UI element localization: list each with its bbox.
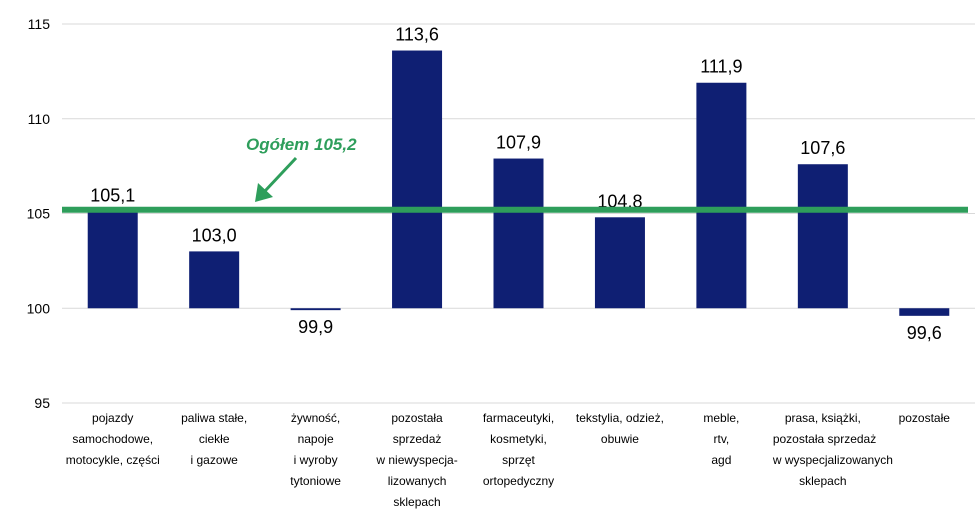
category-label: tekstylia, odzież, obuwie (570, 408, 670, 450)
category-label-line: farmaceutyki, (482, 411, 555, 425)
category-label-line: agd (711, 453, 732, 467)
y-axis-ticks: 95 100 105 110 115 (27, 16, 51, 411)
bars (87, 50, 950, 316)
category-label-line: pozostałe (898, 411, 950, 425)
bar (594, 217, 645, 309)
y-tick-label: 95 (34, 395, 50, 411)
category-label-line: pojazdy (92, 411, 134, 425)
category-label-line: ciekłe (198, 432, 230, 446)
y-tick-label: 100 (27, 300, 51, 316)
category-label-line: sklepach (393, 495, 441, 509)
data-label: 107,6 (800, 138, 845, 158)
y-tick-label: 105 (27, 206, 51, 222)
data-label: 107,9 (496, 133, 541, 153)
category-label-line: prasa, książki, (784, 411, 861, 425)
category-label-line: kosmetyki, (490, 432, 547, 446)
bar (797, 164, 848, 309)
data-label: 105,1 (90, 186, 135, 206)
bar (696, 82, 747, 309)
category-label-line: pozostała sprzedaż (772, 432, 877, 446)
bar (189, 251, 240, 309)
category-label-line: rtv, (713, 432, 730, 446)
data-label: 113,6 (395, 25, 439, 45)
category-label: paliwa stałe, ciekłe i gazowe (164, 408, 264, 471)
category-label-line: paliwa stałe, (181, 411, 248, 425)
bar (392, 50, 443, 309)
category-label-line: i gazowe (190, 453, 238, 467)
data-label: 99,9 (298, 317, 333, 337)
reference-line-label: Ogółem 105,2 (246, 135, 357, 154)
category-label-line: samochodowe, (72, 432, 154, 446)
category-label-line: żywność, (290, 411, 341, 425)
category-label-line: tekstylia, odzież, (575, 411, 664, 425)
category-label-line: motocykle, części (65, 453, 160, 467)
category-label-line: sklepach (799, 474, 847, 488)
category-label-line: i wyroby (293, 453, 338, 467)
category-label-line: lizowanych (387, 474, 447, 488)
data-label: 104,8 (597, 191, 642, 211)
category-label-line: sprzęt (502, 453, 535, 467)
category-label-line: w niewyspecja- (376, 453, 458, 467)
data-label: 111,9 (700, 57, 742, 77)
reference-line-group: Ogółem 105,2 (62, 135, 968, 213)
data-label: 103,0 (192, 225, 237, 245)
category-label-line: sprzedaż (392, 432, 442, 446)
category-label-line: napoje (297, 432, 334, 446)
bar (493, 158, 544, 309)
category-label: farmaceutyki, kosmetyki, sprzęt ortopedyczn… (469, 408, 569, 492)
data-label: 99,6 (907, 323, 942, 343)
category-label: pozostałe (874, 408, 974, 429)
category-label-line: meble, (703, 411, 740, 425)
y-tick-label: 115 (28, 16, 51, 32)
data-labels: 105,1 103,0 99,9 113,6 107,9 104,8 111,9 107,6 9… (90, 25, 942, 343)
bar (87, 211, 138, 309)
category-label: pojazdy samochodowe, motocykle, części (63, 408, 163, 471)
category-label-line: pozostała (391, 411, 443, 425)
reference-arrow (263, 156, 298, 193)
category-label-line: ortopedyczny (482, 474, 555, 488)
category-label-line: tytoniowe (290, 474, 341, 488)
bar (290, 308, 341, 311)
category-label-line: obuwie (600, 432, 639, 446)
category-label: pozostała sprzedaż w niewyspecja-lizowanyc… (367, 408, 467, 513)
bar (899, 308, 950, 316)
category-label: żywność, napoje i wyroby tytoniowe (266, 408, 366, 492)
category-label: meble, rtv, agd (671, 408, 771, 471)
y-tick-label: 110 (28, 111, 51, 127)
reference-arrowhead (255, 183, 273, 202)
category-label: prasa, książki, pozostała sprzedaż w wyspe… (772, 408, 893, 492)
category-label-line: w wyspecjalizowanych (772, 453, 893, 467)
